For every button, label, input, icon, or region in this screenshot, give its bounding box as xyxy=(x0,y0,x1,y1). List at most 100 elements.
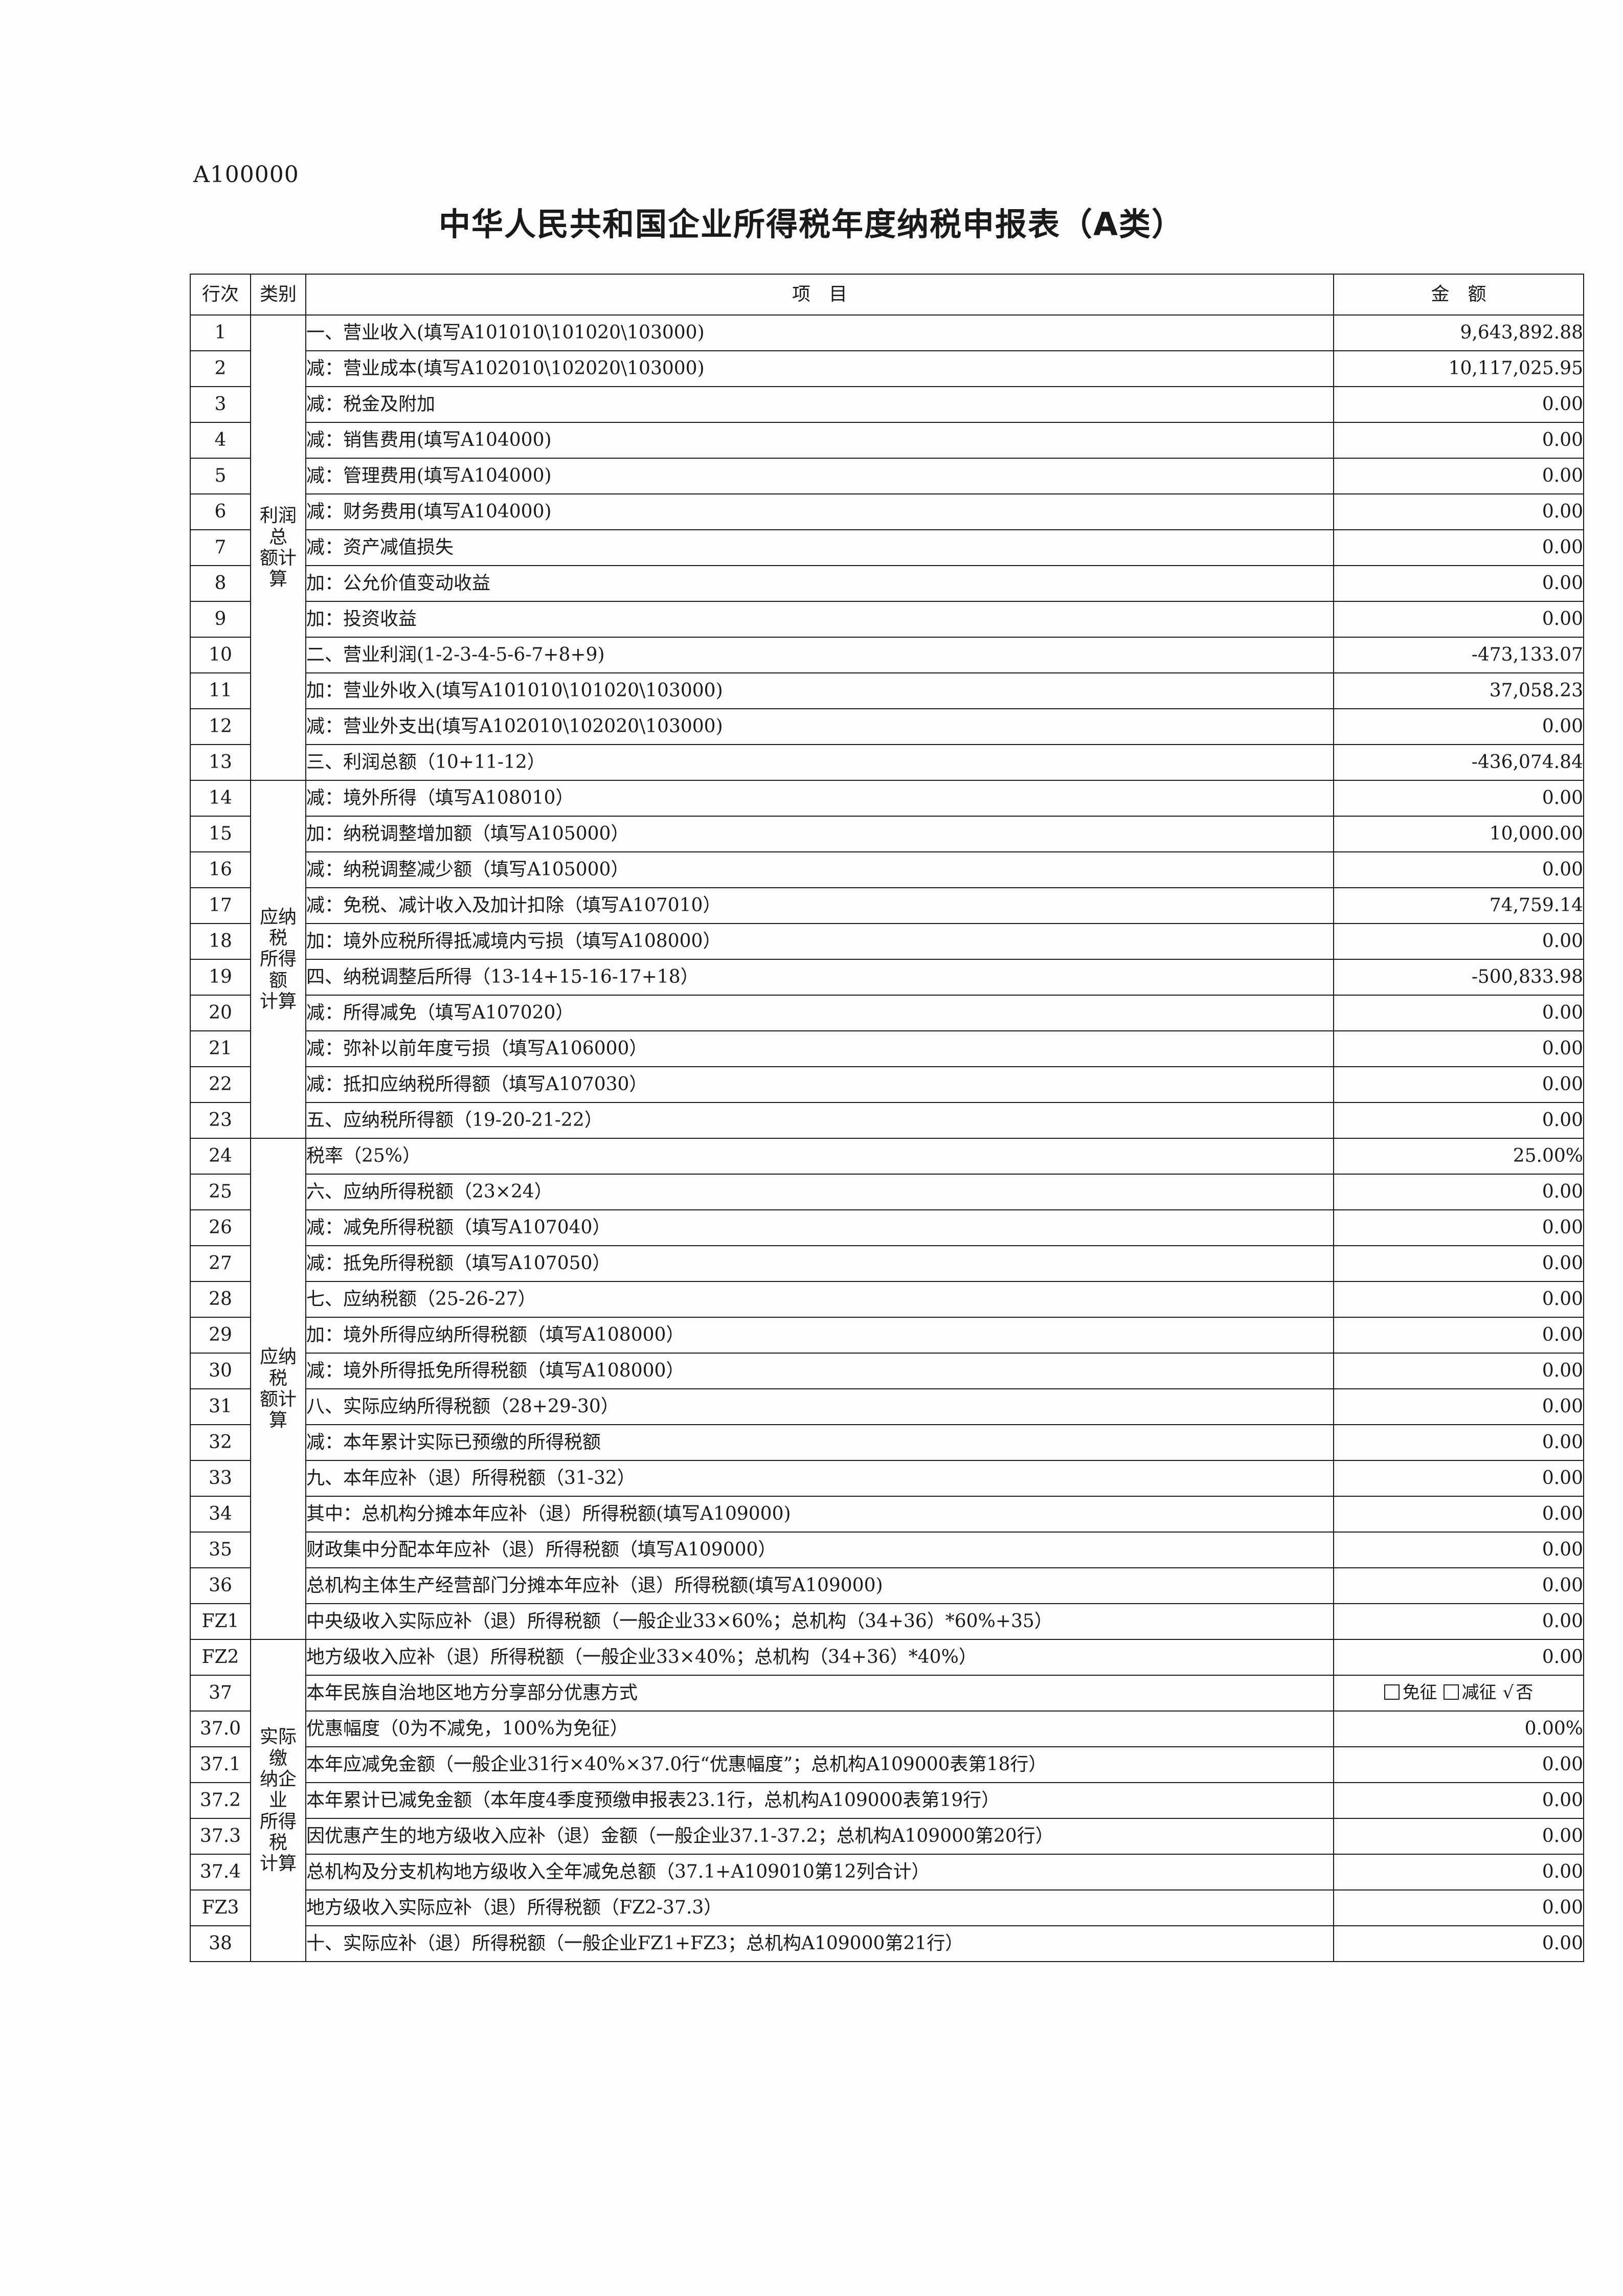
amount-cell[interactable]: 0.00 xyxy=(1333,1567,1584,1604)
item-label-cell: 减：抵扣应纳税所得额（填写A107030） xyxy=(305,1066,1334,1103)
amount-cell[interactable]: 0.00 xyxy=(1333,1102,1584,1139)
item-label-cell: 加：境外所得应纳所得税额（填写A108000） xyxy=(305,1317,1334,1354)
item-label-cell: 九、本年应补（退）所得税额（31-32） xyxy=(305,1460,1334,1497)
item-label-cell: 八、实际应纳所得税额（28+29-30） xyxy=(305,1388,1334,1425)
amount-cell[interactable]: 10,000.00 xyxy=(1333,816,1584,852)
amount-cell[interactable]: 74,759.14 xyxy=(1333,887,1584,924)
table-row: 13 三、利润总额（10+11-12） -436,074.84 xyxy=(190,744,1584,781)
amount-cell[interactable]: 0.00 xyxy=(1333,708,1584,745)
amount-cell[interactable]: 0.00 xyxy=(1333,422,1584,459)
amount-cell[interactable]: 0.00% xyxy=(1333,1710,1584,1747)
amount-cell[interactable]: -473,133.07 xyxy=(1333,637,1584,673)
amount-cell[interactable]: 0.00 xyxy=(1333,493,1584,530)
table-row: 17 减：免税、减计收入及加计扣除（填写A107010） 74,759.14 xyxy=(190,887,1584,924)
amount-cell[interactable]: 0.00 xyxy=(1333,1854,1584,1890)
row-number-cell: 37.4 xyxy=(190,1854,251,1890)
row-number-cell: 16 xyxy=(190,851,251,888)
row-number-cell: 13 xyxy=(190,744,251,781)
checkbox-reduce[interactable]: 减征 xyxy=(1443,1683,1497,1703)
item-label-cell: 减：境外所得（填写A108010） xyxy=(305,780,1334,817)
amount-cell[interactable]: 0.00 xyxy=(1333,780,1584,817)
amount-cell[interactable]: 0.00 xyxy=(1333,1245,1584,1282)
table-row: 16 减：纳税调整减少额（填写A105000） 0.00 xyxy=(190,851,1584,888)
header-item: 项 目 xyxy=(305,274,1334,316)
item-label-cell: 减：资产减值损失 xyxy=(305,529,1334,566)
amount-cell[interactable]: 0.00 xyxy=(1333,1496,1584,1533)
row-number-cell: 37.2 xyxy=(190,1782,251,1819)
amount-cell[interactable]: 0.00 xyxy=(1333,1782,1584,1819)
row-number-cell: 15 xyxy=(190,816,251,852)
row-number-cell: 23 xyxy=(190,1102,251,1139)
table-row: 38 十、实际应补（退）所得税额（一般企业FZ1+FZ3；总机构A109000第2… xyxy=(190,1925,1584,1962)
table-row: 24 应纳税 额计算 税率（25%） 25.00% xyxy=(190,1138,1584,1640)
checkbox-no[interactable]: √ 否 xyxy=(1502,1682,1534,1703)
table-row: 26 减：减免所得税额（填写A107040） 0.00 xyxy=(190,1209,1584,1246)
table-row: 18 加：境外应税所得抵减境内亏损（填写A108000） 0.00 xyxy=(190,923,1584,960)
amount-cell[interactable]: 0.00 xyxy=(1333,851,1584,888)
item-label-cell: 总机构主体生产经营部门分摊本年应补（退）所得税额(填写A109000) xyxy=(305,1567,1334,1604)
amount-cell[interactable]: 0.00 xyxy=(1333,565,1584,602)
amount-cell[interactable]: 0.00 xyxy=(1333,1746,1584,1783)
amount-cell[interactable]: 0.00 xyxy=(1333,601,1584,638)
row-number-cell: 11 xyxy=(190,672,251,709)
amount-cell[interactable]: 0.00 xyxy=(1333,458,1584,494)
amount-cell[interactable]: 0.00 xyxy=(1333,1066,1584,1103)
item-label-cell: 减：纳税调整减少额（填写A105000） xyxy=(305,851,1334,888)
amount-cell[interactable]: 0.00 xyxy=(1333,1460,1584,1497)
amount-cell[interactable]: 0.00 xyxy=(1333,1317,1584,1354)
amount-cell[interactable]: -436,074.84 xyxy=(1333,744,1584,781)
amount-cell[interactable]: 0.00 xyxy=(1333,1889,1584,1926)
amount-cell[interactable]: 0.00 xyxy=(1333,923,1584,960)
amount-cell[interactable]: 0.00 xyxy=(1333,1818,1584,1855)
row-number-cell: 37.3 xyxy=(190,1818,251,1855)
item-label-cell: 二、营业利润(1-2-3-4-5-6-7+8+9) xyxy=(305,637,1334,673)
tax-declaration-table: 行次 类别 项 目 金 额 1 利润总 额计算 一、营业收入(填写A101010\10… xyxy=(190,274,1584,1962)
checkbox-exempt[interactable]: 免征 xyxy=(1384,1683,1437,1703)
row-number-cell: 26 xyxy=(190,1209,251,1246)
item-label-cell: 减：所得减免（填写A107020） xyxy=(305,995,1334,1031)
amount-cell[interactable]: 0.00 xyxy=(1333,1532,1584,1568)
row-number-cell: 24 xyxy=(190,1138,251,1175)
table-row: 23 五、应纳税所得额（19-20-21-22） 0.00 xyxy=(190,1102,1584,1139)
amount-cell[interactable]: 25.00% xyxy=(1333,1138,1584,1175)
table-row: 6 减：财务费用(填写A104000) 0.00 xyxy=(190,493,1584,530)
item-label-cell: 因优惠产生的地方级收入应补（退）金额（一般企业37.1-37.2；总机构A109… xyxy=(305,1818,1334,1855)
item-label-cell: 减：税金及附加 xyxy=(305,386,1334,423)
category-cell: 应纳税 额计算 xyxy=(250,1138,306,1640)
row-number-cell: 5 xyxy=(190,458,251,494)
row-number-cell: 17 xyxy=(190,887,251,924)
row-number-cell: 19 xyxy=(190,959,251,996)
row-number-cell: 28 xyxy=(190,1281,251,1318)
amount-cell[interactable]: 37,058.23 xyxy=(1333,672,1584,709)
amount-cell[interactable]: 0.00 xyxy=(1333,386,1584,423)
amount-cell[interactable]: 0.00 xyxy=(1333,1925,1584,1962)
amount-cell[interactable]: 0.00 xyxy=(1333,1209,1584,1246)
category-cell: 应纳税 所得额 计算 xyxy=(250,780,306,1139)
amount-cell[interactable]: 0.00 xyxy=(1333,1353,1584,1389)
item-label-cell: 中央级收入实际应补（退）所得税额（一般企业33×60%；总机构（34+36）*6… xyxy=(305,1603,1334,1640)
table-row: 14 应纳税 所得额 计算 减：境外所得（填写A108010） 0.00 xyxy=(190,780,1584,1139)
preference-method-checkboxes[interactable]: 免征 减征 √ 否 xyxy=(1333,1675,1584,1712)
amount-cell[interactable]: 0.00 xyxy=(1333,1030,1584,1067)
amount-cell[interactable]: 0.00 xyxy=(1333,1388,1584,1425)
amount-cell[interactable]: -500,833.98 xyxy=(1333,959,1584,996)
table-row: 25 六、应纳所得税额（23×24） 0.00 xyxy=(190,1174,1584,1210)
item-label-cell: 五、应纳税所得额（19-20-21-22） xyxy=(305,1102,1334,1139)
row-number-cell: 6 xyxy=(190,493,251,530)
table-row: 35 财政集中分配本年应补（退）所得税额（填写A109000） 0.00 xyxy=(190,1532,1584,1568)
amount-cell[interactable]: 0.00 xyxy=(1333,1639,1584,1676)
table-row: FZ1 中央级收入实际应补（退）所得税额（一般企业33×60%；总机构（34+36… xyxy=(190,1603,1584,1640)
table-row: 37.0 优惠幅度（0为不减免，100%为免征） 0.00% xyxy=(190,1710,1584,1747)
amount-cell[interactable]: 10,117,025.95 xyxy=(1333,350,1584,387)
amount-cell[interactable]: 0.00 xyxy=(1333,995,1584,1031)
amount-cell[interactable]: 0.00 xyxy=(1333,1174,1584,1210)
amount-cell[interactable]: 0.00 xyxy=(1333,1603,1584,1640)
row-number-cell: 3 xyxy=(190,386,251,423)
amount-cell[interactable]: 0.00 xyxy=(1333,1424,1584,1461)
row-number-cell: 37.0 xyxy=(190,1710,251,1747)
amount-cell[interactable]: 9,643,892.88 xyxy=(1333,314,1584,351)
amount-cell[interactable]: 0.00 xyxy=(1333,529,1584,566)
table-row: FZ2 实际缴 纳企业 所得税 计算 地方级收入应补（退）所得税额（一般企业33×40%；… xyxy=(190,1639,1584,1962)
row-number-cell: 12 xyxy=(190,708,251,745)
amount-cell[interactable]: 0.00 xyxy=(1333,1281,1584,1318)
